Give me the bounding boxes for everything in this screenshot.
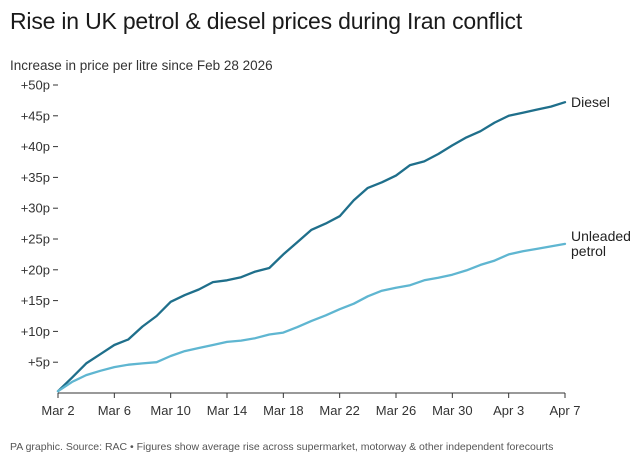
source-footnote: PA graphic. Source: RAC • Figures show a… — [10, 441, 554, 453]
x-tick-label: Mar 6 — [98, 403, 131, 418]
y-tick-label: +25p — [21, 232, 50, 247]
series-lines — [56, 101, 567, 393]
y-tick-label: +10p — [21, 324, 50, 339]
series-label: Unleaded — [571, 228, 631, 244]
x-tick-label: Mar 14 — [207, 403, 247, 418]
y-tick-label: +5p — [28, 355, 50, 370]
series-label: petrol — [571, 243, 606, 259]
y-tick-label: +15p — [21, 293, 50, 308]
x-tick-label: Apr 3 — [493, 403, 524, 418]
x-tick-label: Apr 7 — [549, 403, 580, 418]
y-tick-label: +40p — [21, 139, 50, 154]
y-tick-label: +35p — [21, 170, 50, 185]
x-tick-label: Mar 10 — [150, 403, 190, 418]
y-tick-label: +20p — [21, 262, 50, 277]
chart-subtitle: Increase in price per litre since Feb 28… — [10, 58, 273, 73]
y-tick-label: +30p — [21, 201, 50, 216]
x-tick-label: Mar 22 — [319, 403, 359, 418]
series-line-petrol — [56, 242, 567, 393]
x-tick-label: Mar 2 — [41, 403, 74, 418]
series-line-diesel — [56, 101, 567, 393]
x-tick-label: Mar 30 — [432, 403, 472, 418]
y-axis: +5p +10p +15p +20p +25p +30p +35p +40p +45p +50p — [21, 78, 58, 370]
x-tick-label: Mar 26 — [376, 403, 416, 418]
y-tick-label: +50p — [21, 78, 50, 93]
x-tick-label: Mar 18 — [263, 403, 303, 418]
x-axis: Mar 2 Mar 6 Mar 10 Mar 14 Mar 18 Mar 22 Mar 26… — [41, 392, 581, 418]
y-tick-label: +45p — [21, 108, 50, 123]
chart-title: Rise in UK petrol & diesel prices during… — [10, 8, 523, 34]
series-label: Diesel — [571, 94, 610, 110]
